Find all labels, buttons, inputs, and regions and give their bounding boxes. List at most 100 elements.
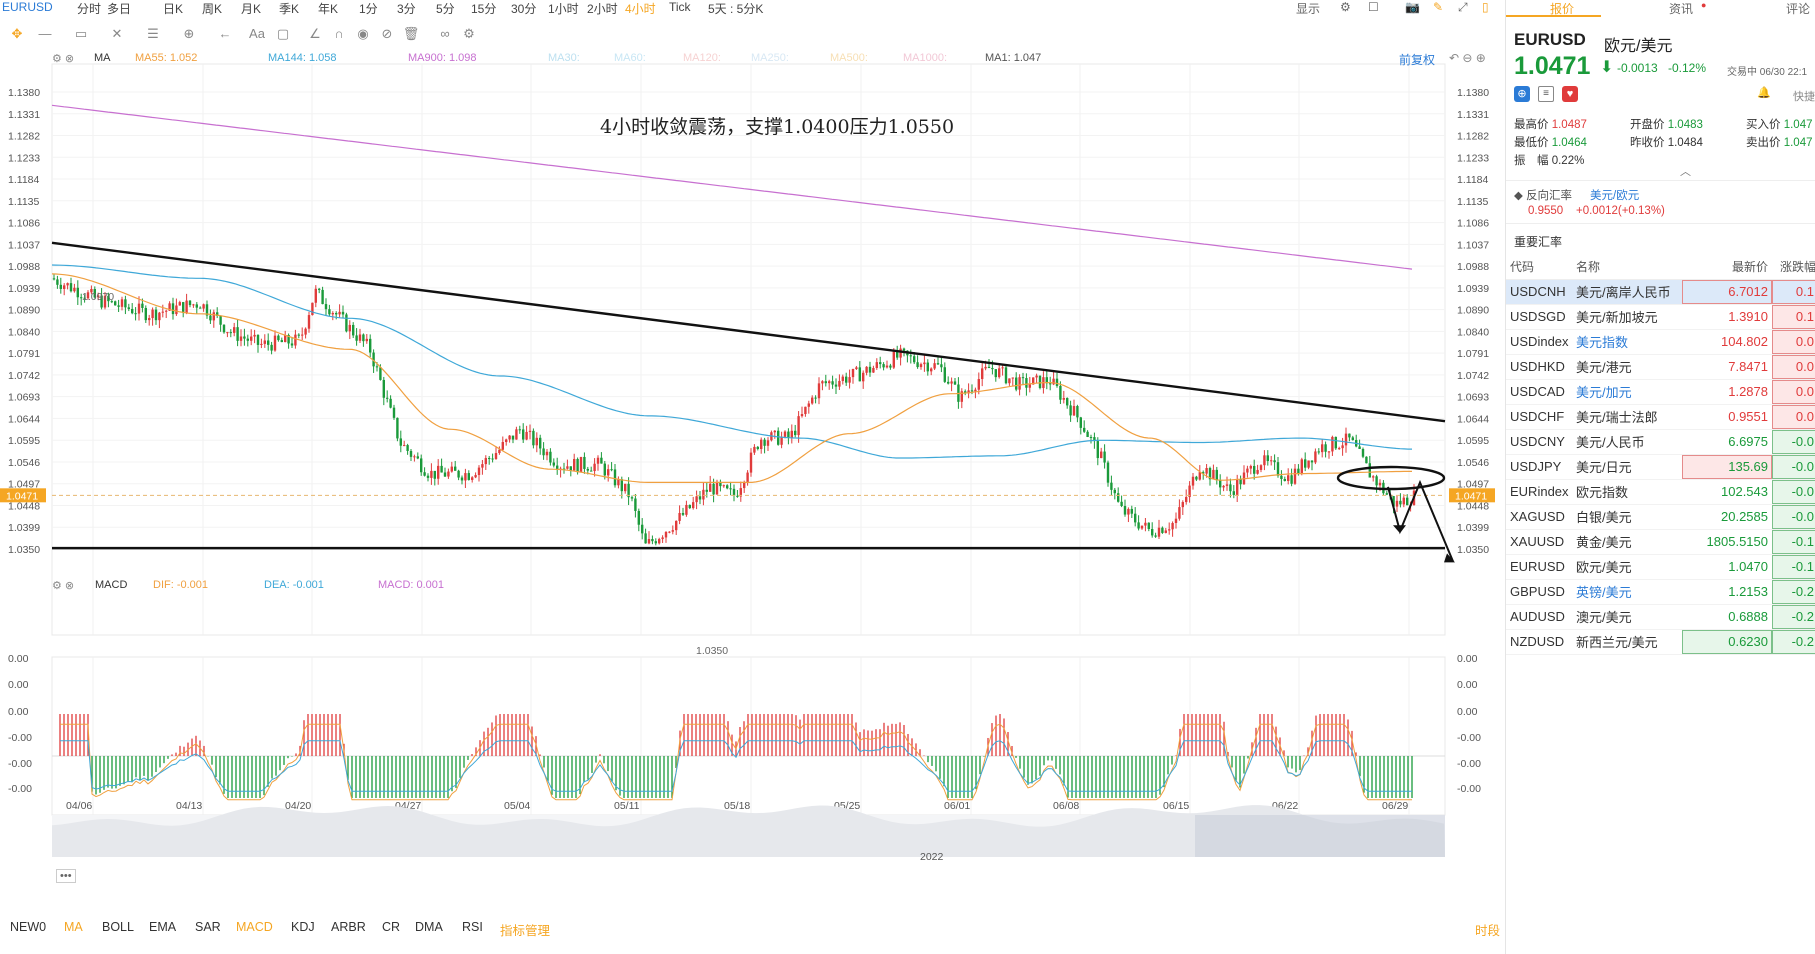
fullscreen-icon[interactable]: ⤢ bbox=[1458, 0, 1468, 14]
tf-5day[interactable]: 5天 : 5分K bbox=[708, 2, 764, 16]
rate-row-nzdusd[interactable]: NZDUSD 新西兰元/美元 0.6230 -0.2 bbox=[1506, 629, 1815, 655]
ma500-legend[interactable]: MA500: bbox=[830, 52, 868, 64]
rate-row-usdjpy[interactable]: USDJPY 美元/日元 135.69 -0.0 bbox=[1506, 454, 1815, 480]
tf-4h[interactable]: 4小时 bbox=[625, 2, 656, 16]
tf-fenshi[interactable]: 分时 bbox=[77, 2, 102, 16]
pen-icon[interactable]: ✎ bbox=[1433, 0, 1444, 14]
macd-settings-icon[interactable]: ⚙ ⊗ bbox=[52, 580, 75, 592]
tf-30m[interactable]: 30分 bbox=[511, 2, 537, 16]
rate-row-usdcad[interactable]: USDCAD 美元/加元 1.2878 0.0 bbox=[1506, 379, 1815, 405]
rate-row-eurusd[interactable]: EURUSD 欧元/美元 1.0470 -0.1 bbox=[1506, 554, 1815, 580]
analysis-annotation[interactable]: 4小时收敛震荡，支撑1.0400压力1.0550 bbox=[600, 116, 955, 138]
scroll-handle[interactable]: ••• bbox=[56, 869, 76, 883]
ma60-legend[interactable]: MA60: bbox=[614, 52, 646, 64]
brush-tool-icon[interactable]: ∠ bbox=[309, 26, 321, 41]
camera-icon[interactable]: 📷 bbox=[1405, 0, 1420, 14]
rate-row-usdhkd[interactable]: USDHKD 美元/港元 7.8471 0.0 bbox=[1506, 354, 1815, 380]
macd-legend-label[interactable]: MACD bbox=[95, 579, 128, 591]
rect-tool-icon[interactable]: ▭ bbox=[74, 26, 88, 41]
rate-row-usdcny[interactable]: USDCNY 美元/人民币 6.6975 -0.0 bbox=[1506, 429, 1815, 455]
link-icon[interactable]: ∞ bbox=[440, 26, 450, 41]
ind-macd[interactable]: MACD bbox=[236, 920, 273, 934]
line-tool-icon[interactable]: — bbox=[38, 26, 52, 41]
candlestick-chart[interactable]: 1.1380 1.1380 1.1331 1.1331 1.1282 1.1282 1.12… bbox=[0, 46, 1505, 916]
rate-row-usdcnh[interactable]: USDCNH 美元/离岸人民币 6.7012 0.1 bbox=[1506, 279, 1815, 305]
ind-kdj[interactable]: KDJ bbox=[291, 920, 315, 934]
eye-icon[interactable]: ◉ bbox=[357, 26, 369, 41]
comment-tool-icon[interactable]: ▢ bbox=[276, 26, 290, 41]
ind-sar[interactable]: SAR bbox=[195, 920, 221, 934]
rate-row-usdsgd[interactable]: USDSGD 美元/新加坡元 1.3910 0.1 bbox=[1506, 304, 1815, 330]
text-tool-icon[interactable]: Aa bbox=[249, 26, 265, 41]
quick-label[interactable]: 快捷 bbox=[1793, 91, 1815, 103]
ind-boll[interactable]: BOLL bbox=[102, 920, 134, 934]
settings-icon[interactable]: ⚙ bbox=[1340, 0, 1351, 14]
ma30-legend[interactable]: MA30: bbox=[548, 52, 580, 64]
ind-manage[interactable]: 指标管理 bbox=[500, 924, 551, 938]
tf-1m[interactable]: 1分 bbox=[359, 2, 378, 16]
tf-daily[interactable]: 日K bbox=[163, 2, 184, 16]
symbol-label[interactable]: EURUSD bbox=[2, 0, 53, 14]
rate-row-usdchf[interactable]: USDCHF 美元/瑞士法郎 0.9551 0.0 bbox=[1506, 404, 1815, 430]
ma55-legend[interactable]: MA55: 1.052 bbox=[135, 52, 198, 64]
reverse-pair[interactable]: 美元/欧元 bbox=[1590, 190, 1640, 202]
rate-row-xagusd[interactable]: XAGUSD 白银/美元 20.2585 -0.0 bbox=[1506, 504, 1815, 530]
crosshair-icon[interactable]: ✥ bbox=[11, 26, 23, 41]
tf-weekly[interactable]: 周K bbox=[202, 2, 223, 16]
panel-icon[interactable]: ▯ bbox=[1482, 0, 1489, 14]
session-button[interactable]: 时段 bbox=[1475, 924, 1501, 938]
rate-row-usdindex[interactable]: USDindex 美元指数 104.802 0.0 bbox=[1506, 329, 1815, 355]
layout-icon[interactable]: ☐ bbox=[1368, 0, 1379, 14]
rate-row-gbpusd[interactable]: GBPUSD 英镑/美元 1.2153 -0.2 bbox=[1506, 579, 1815, 605]
ma1-legend[interactable]: MA1: 1.047 bbox=[985, 52, 1042, 64]
rate-row-eurindex[interactable]: EURindex 欧元指数 102.543 -0.0 bbox=[1506, 479, 1815, 505]
tf-monthly[interactable]: 月K bbox=[241, 2, 262, 16]
tf-quarterly[interactable]: 季K bbox=[279, 2, 300, 16]
ma-settings-icon[interactable]: ⚙ ⊗ bbox=[52, 53, 75, 65]
tf-tick[interactable]: Tick bbox=[669, 0, 691, 14]
arrow-tool-icon[interactable]: ← bbox=[218, 26, 232, 41]
fib-tool-icon[interactable]: ☰ bbox=[147, 26, 159, 41]
measure-tool-icon[interactable]: ⊕ bbox=[183, 26, 195, 41]
ind-arbr[interactable]: ARBR bbox=[331, 920, 366, 934]
heart-icon[interactable]: ♥ bbox=[1562, 86, 1578, 102]
rate-row-xauusd[interactable]: XAUUSD 黄金/美元 1805.5150 -0.1 bbox=[1506, 529, 1815, 555]
tf-1h[interactable]: 1小时 bbox=[548, 2, 579, 16]
ma120-legend[interactable]: MA120: bbox=[683, 52, 721, 64]
ind-ema[interactable]: EMA bbox=[149, 920, 177, 934]
tf-2h[interactable]: 2小时 bbox=[587, 2, 618, 16]
chart-area[interactable]: 1.1380 1.1380 1.1331 1.1331 1.1282 1.1282 1.12… bbox=[0, 46, 1505, 916]
ma250-legend[interactable]: MA250: bbox=[751, 52, 789, 64]
tf-5m[interactable]: 5分 bbox=[436, 2, 455, 16]
display-menu[interactable]: 显示 bbox=[1296, 2, 1321, 16]
price-panel-frame bbox=[51, 63, 1446, 636]
ind-ma[interactable]: MA bbox=[64, 920, 83, 934]
hide-icon[interactable]: ⊘ bbox=[381, 26, 393, 41]
adjust-button[interactable]: 前复权 bbox=[1399, 53, 1436, 67]
tf-15m[interactable]: 15分 bbox=[471, 2, 497, 16]
tf-yearly[interactable]: 年K bbox=[318, 2, 339, 16]
rate-row-audusd[interactable]: AUDUSD 澳元/美元 0.6888 -0.2 bbox=[1506, 604, 1815, 630]
ma1000-legend[interactable]: MA1000: bbox=[903, 52, 948, 64]
tab-quote[interactable]: 报价 bbox=[1550, 2, 1575, 16]
ind-cr[interactable]: CR bbox=[382, 920, 401, 934]
tab-news[interactable]: 资讯 bbox=[1669, 2, 1694, 16]
ind-rsi[interactable]: RSI bbox=[462, 920, 483, 934]
magnet-icon[interactable]: ∩ bbox=[334, 26, 344, 41]
bell-icon[interactable]: 🔔 bbox=[1757, 87, 1771, 99]
trash-icon[interactable]: 🗑 bbox=[402, 26, 420, 41]
ind-dma[interactable]: DMA bbox=[415, 920, 443, 934]
tf-multiday[interactable]: 多日 bbox=[107, 2, 132, 16]
ma144-legend[interactable]: MA144: 1.058 bbox=[268, 52, 337, 64]
ma-legend-label[interactable]: MA bbox=[94, 52, 111, 64]
pattern-tool-icon[interactable]: ✕ bbox=[111, 26, 123, 41]
ind-new0[interactable]: NEW0 bbox=[10, 920, 47, 934]
tool-settings-icon[interactable]: ⚙ bbox=[463, 26, 475, 41]
tf-3m[interactable]: 3分 bbox=[397, 2, 416, 16]
chart-window-controls[interactable]: ↶ ⊖ ⊕ bbox=[1449, 51, 1486, 65]
tab-comments[interactable]: 评论 bbox=[1786, 2, 1811, 16]
note-icon[interactable]: ≡ bbox=[1538, 86, 1554, 102]
ma900-legend[interactable]: MA900: 1.098 bbox=[408, 52, 477, 64]
globe-icon[interactable]: ⊕ bbox=[1514, 86, 1530, 102]
collapse-icon[interactable]: ︿ bbox=[1680, 166, 1691, 178]
